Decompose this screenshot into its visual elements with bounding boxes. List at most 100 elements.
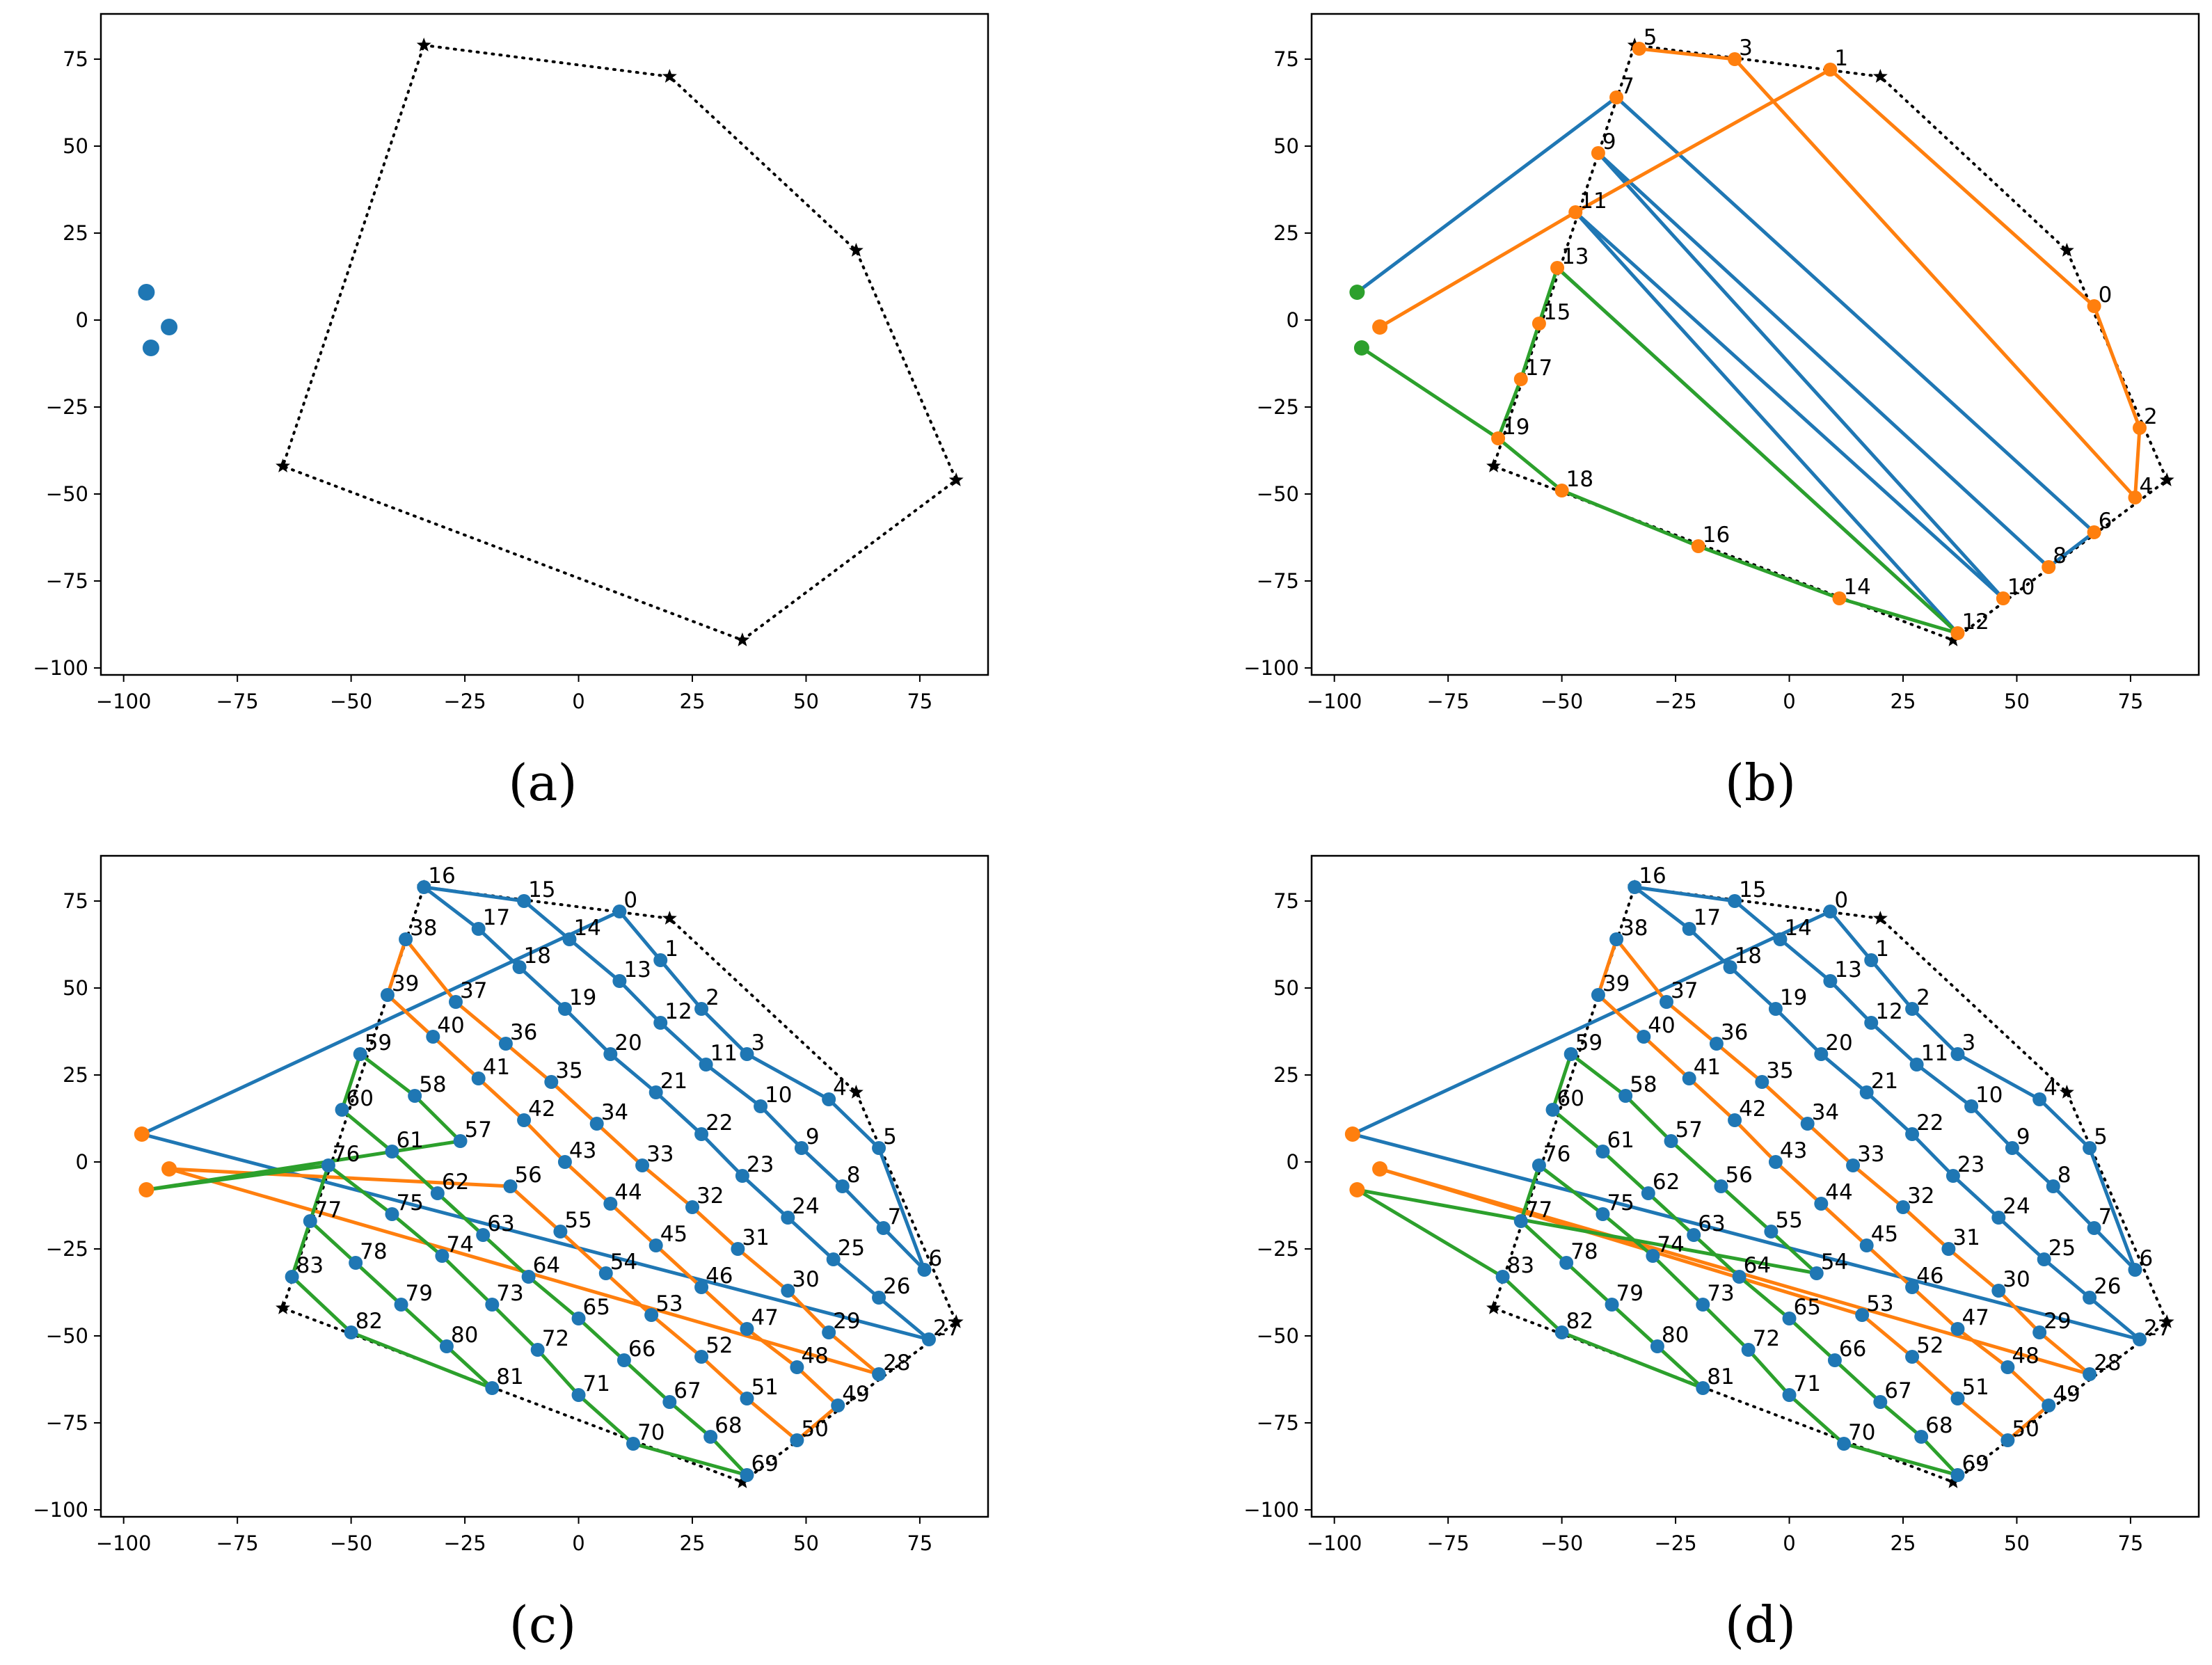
data-point: [1905, 1280, 1920, 1294]
data-point: [2133, 421, 2147, 435]
data-point: [1846, 1158, 1861, 1172]
point-label: 24: [792, 1194, 819, 1219]
y-tick-label: −75: [1257, 569, 1299, 593]
data-point: [1941, 1242, 1956, 1256]
point-label: 72: [1753, 1326, 1780, 1351]
y-tick-label: 75: [63, 47, 88, 71]
data-point: [1709, 1037, 1724, 1051]
point-label: 30: [2003, 1267, 2030, 1292]
data-point: [1531, 317, 1546, 330]
point-label: 0: [1834, 888, 1848, 913]
data-point: [781, 1211, 795, 1225]
data-point: [498, 1037, 513, 1051]
point-label: 7: [888, 1204, 902, 1229]
point-label: 9: [2016, 1124, 2030, 1149]
data-point: [521, 1270, 536, 1284]
data-point: [1696, 1381, 1710, 1395]
y-tick-label: 50: [1273, 134, 1299, 158]
hull-vertex-star: [948, 472, 964, 486]
series-line-series_3: [1360, 266, 1959, 635]
point-label: 13: [1834, 957, 1861, 982]
data-point: [1732, 1270, 1746, 1284]
data-point: [2042, 560, 2056, 574]
data-point: [826, 1252, 841, 1266]
point-label: 67: [674, 1378, 701, 1403]
point-label: 72: [542, 1326, 569, 1351]
data-point: [1728, 1113, 1742, 1127]
data-point: [161, 319, 178, 335]
series-line-series_2: [168, 937, 881, 1442]
start-point: [161, 1161, 177, 1177]
y-tick-label: 75: [1273, 47, 1299, 71]
data-point: [1554, 1325, 1569, 1339]
point-label: 81: [1707, 1364, 1734, 1389]
point-label: 30: [792, 1267, 819, 1292]
point-label: 58: [1630, 1072, 1657, 1097]
data-point: [399, 932, 413, 946]
y-tick-label: 75: [63, 889, 88, 913]
start-point: [1349, 285, 1365, 300]
point-label: 0: [2099, 282, 2112, 308]
data-point: [1491, 431, 1506, 445]
point-label: 70: [1848, 1420, 1875, 1445]
point-label: 12: [665, 999, 692, 1024]
point-label: 26: [2094, 1274, 2121, 1299]
data-point: [1905, 1002, 1920, 1016]
plot-frame: [100, 854, 989, 1518]
data-point: [2083, 1141, 2097, 1155]
point-label: 6: [2139, 1246, 2153, 1271]
x-tick-label: −75: [1427, 1531, 1470, 1555]
hull-vertex-star: [276, 459, 290, 472]
y-tick-label: −50: [46, 482, 88, 506]
point-label: 15: [1543, 300, 1570, 325]
data-point: [1513, 372, 1528, 386]
data-point: [2000, 1360, 2015, 1374]
data-point: [385, 1207, 399, 1221]
data-point: [426, 1030, 440, 1044]
point-label: 10: [765, 1083, 792, 1108]
data-point: [603, 1047, 618, 1061]
data-point: [2083, 1367, 2097, 1381]
x-tick-label: −25: [443, 690, 486, 713]
point-label: 29: [2044, 1309, 2071, 1334]
x-tick-label: 75: [2117, 1531, 2143, 1555]
panel-c: −100 −75 −50 −25 0 25 50 75−100−75−50−250255075…: [33, 854, 989, 1654]
point-label: 7: [1621, 74, 1634, 99]
point-label: 15: [1739, 877, 1766, 902]
point-label: 60: [1557, 1086, 1584, 1111]
point-label: 1: [665, 937, 678, 962]
data-point: [449, 995, 463, 1009]
x-tick-label: 0: [572, 1531, 584, 1555]
point-label: 73: [1707, 1281, 1734, 1306]
data-point: [822, 1325, 836, 1339]
point-label: 12: [1962, 610, 1989, 635]
point-label: 35: [1766, 1058, 1793, 1083]
data-point: [335, 1103, 349, 1117]
point-label: 13: [1561, 244, 1589, 269]
point-label: 56: [514, 1163, 541, 1188]
data-point: [1755, 1075, 1769, 1089]
series-line-series_1: [141, 885, 931, 1341]
data-point: [2128, 491, 2142, 504]
point-label: 4: [2139, 474, 2153, 499]
point-label: 8: [847, 1163, 861, 1188]
point-label: 40: [1648, 1013, 1675, 1038]
data-point: [876, 1221, 891, 1235]
data-point: [1632, 42, 1646, 56]
x-tick-label: 75: [2117, 690, 2143, 713]
start-point: [1353, 340, 1369, 356]
point-label: 58: [419, 1072, 446, 1097]
point-label: 75: [1607, 1190, 1634, 1216]
data-point: [699, 1058, 713, 1072]
point-label: 32: [1907, 1184, 1934, 1209]
y-tick-label: −100: [1243, 656, 1299, 680]
y-tick-label: 50: [63, 134, 88, 158]
point-label: 59: [1575, 1030, 1602, 1055]
data-point: [653, 953, 668, 967]
data-point: [2046, 1179, 2060, 1193]
data-point: [1691, 539, 1705, 553]
point-label: 48: [2012, 1344, 2039, 1369]
data-point: [589, 1117, 604, 1131]
point-label: 26: [883, 1274, 910, 1299]
x-tick-label: −50: [330, 1531, 372, 1555]
